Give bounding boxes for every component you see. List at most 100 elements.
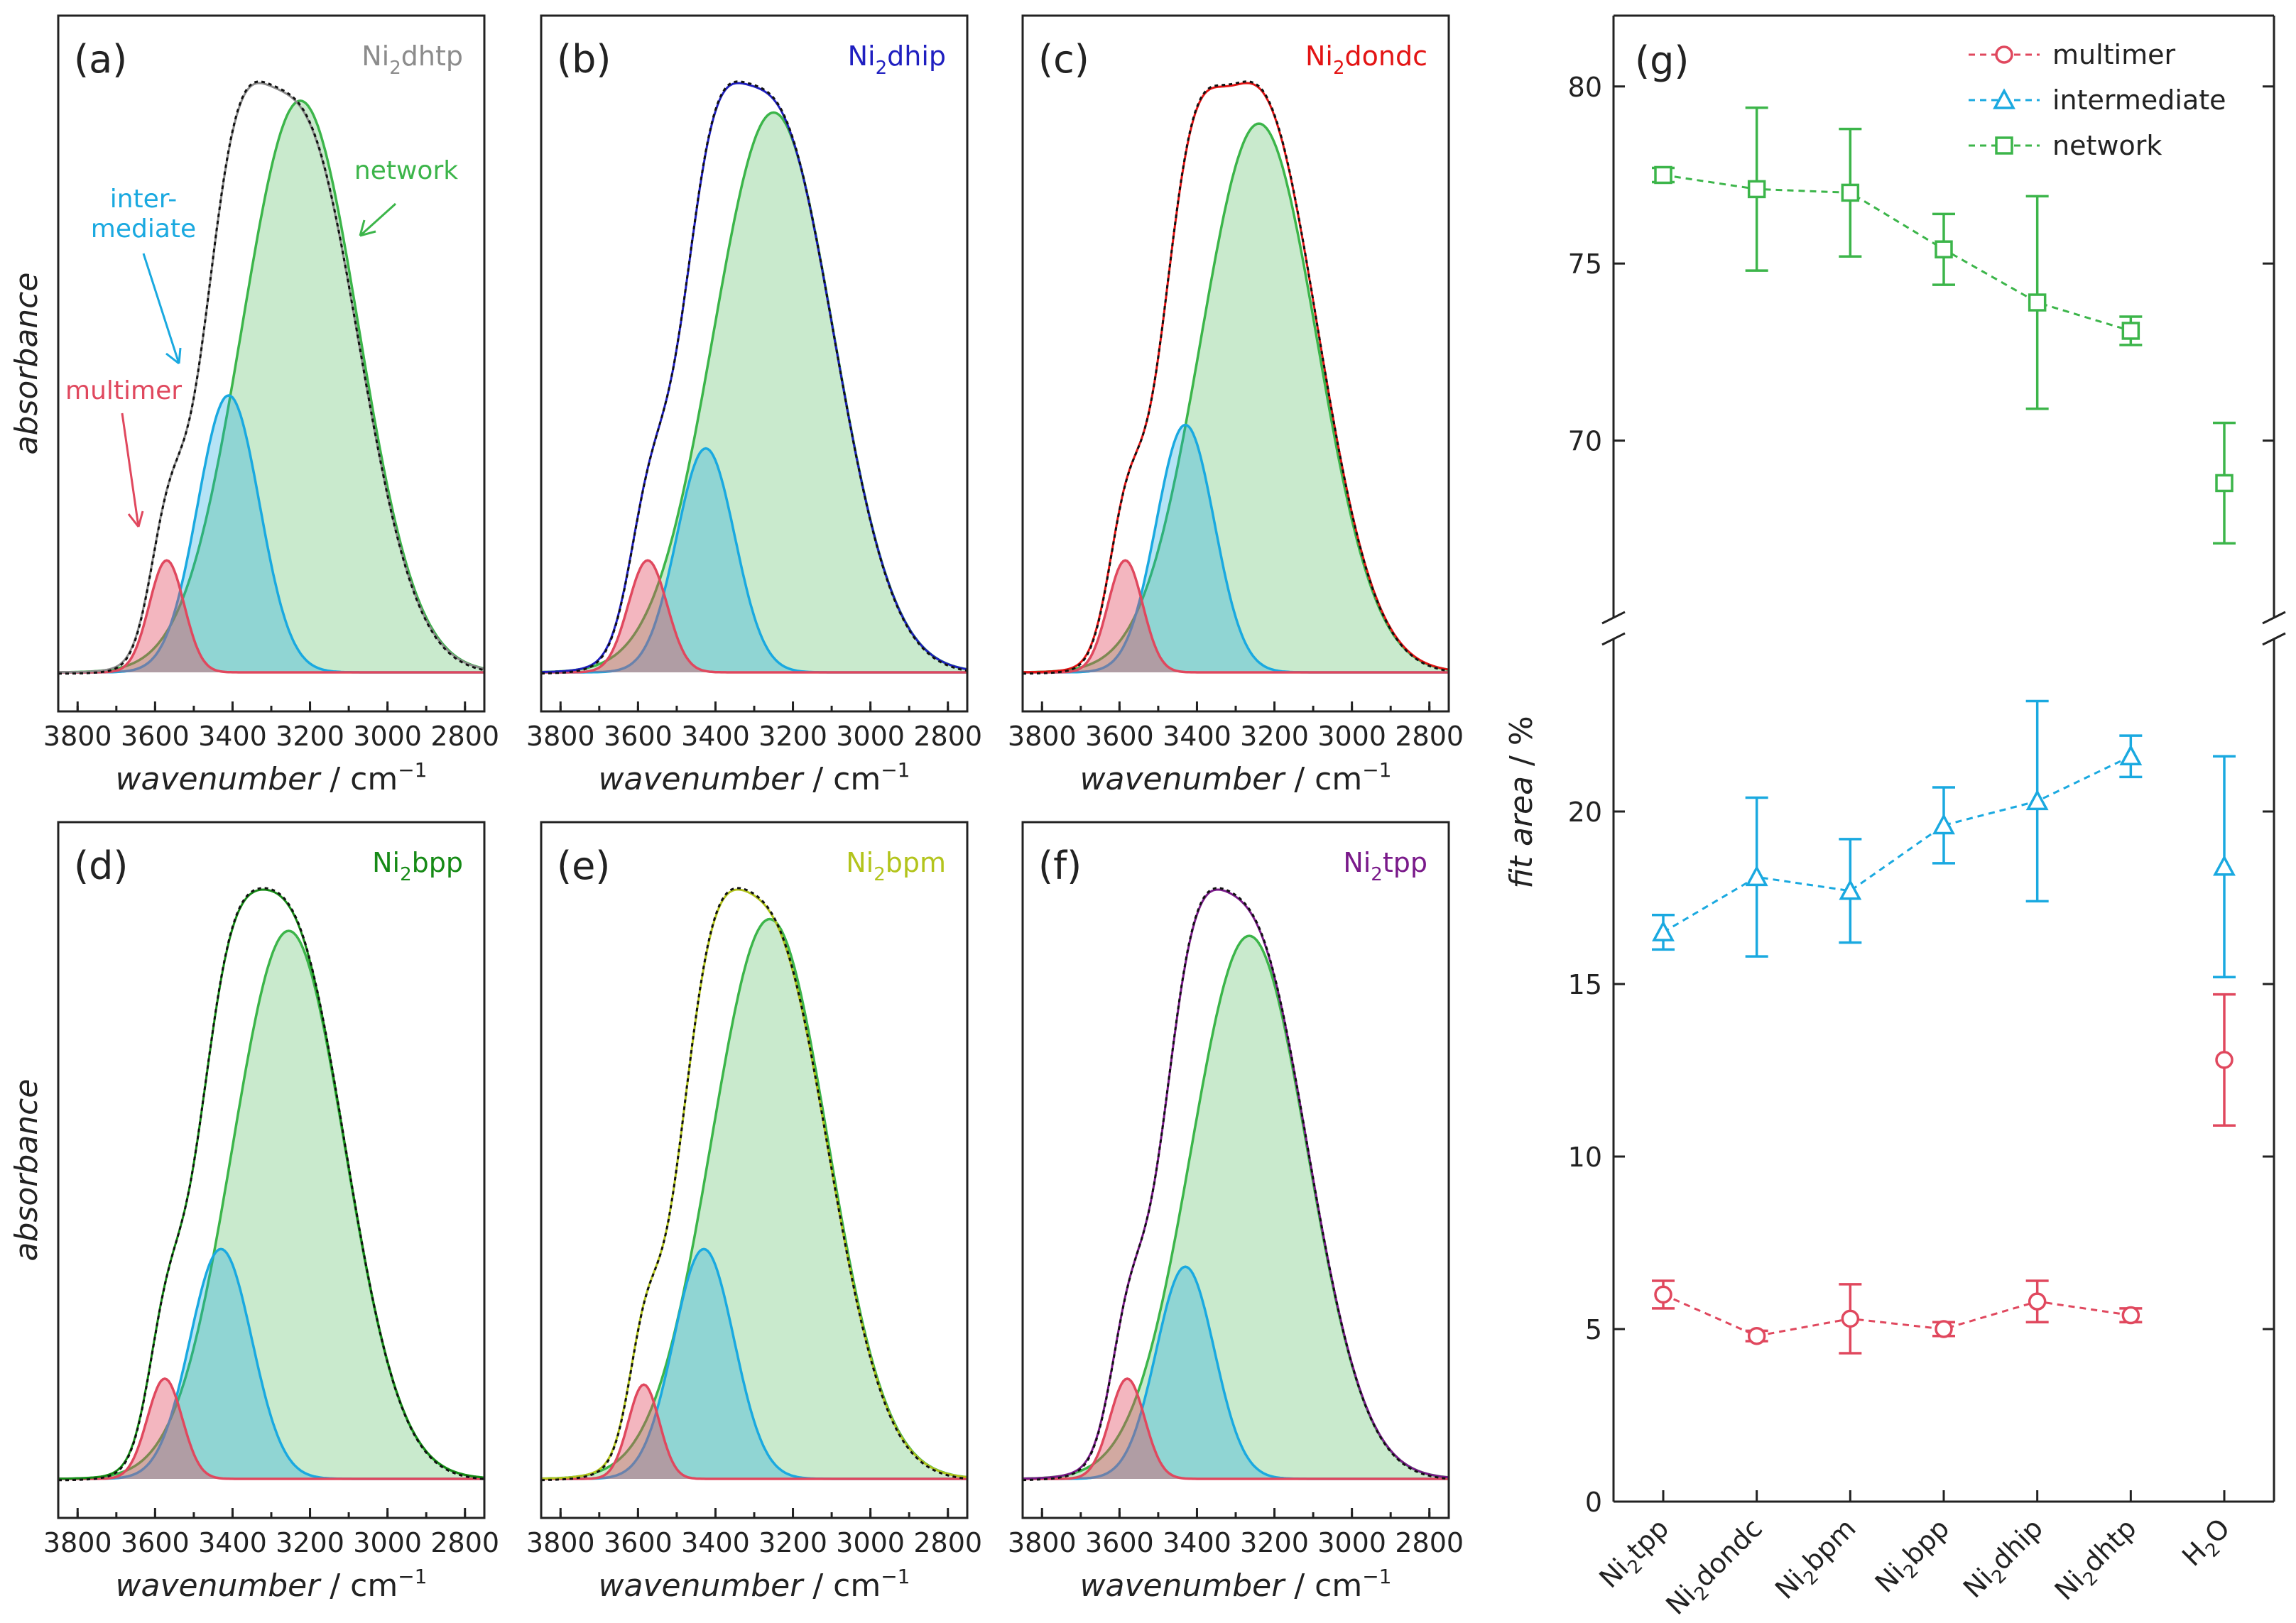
x-tick-label: 2800 [430,1527,499,1558]
total-fit [1023,80,1449,675]
legend-marker [1993,88,2015,109]
x-tick-label: 3000 [353,721,422,752]
x-axis-label-unit: / cm [802,761,881,797]
panel-label: (g) [1635,38,1689,83]
y-tick-label: 80 [1568,72,1602,103]
network-band-fill [58,931,484,1479]
x-axis-label-unit: / cm [1284,761,1362,797]
x-axis-label: wavenumber / cm−1 [1080,1565,1392,1604]
intermediate-band-fill [541,1249,967,1479]
multimer-band-line [1023,1377,1449,1480]
network-band-fill [1023,936,1449,1479]
x-axis-label: wavenumber / cm−1 [599,758,910,797]
x-tick-label: 3800 [1008,721,1077,752]
x-tick-label: 3000 [1317,721,1386,752]
compound-name-sub: 2 [874,864,886,885]
data-point-multimer [2028,1292,2047,1311]
x-tick-label: 2800 [913,721,982,752]
compound-name-post: dhip [887,40,946,72]
multimer-band-fill [541,560,967,672]
x-category-label: Ni2dhtp [2049,1512,2147,1610]
data-point-multimer [2121,1306,2140,1325]
measured-spectrum [58,888,485,1480]
multimer-band-line [1023,559,1449,674]
x-tick-label: 3200 [758,721,827,752]
multimer-band-line [58,559,484,674]
total-fit [58,80,485,675]
x-category-label: Ni2tpp [1593,1512,1679,1598]
panel-label: (e) [557,843,610,888]
x-category-label: Ni2bpm [1769,1512,1866,1609]
data-point-network [2028,293,2047,312]
axis-break-mark [2262,611,2286,625]
compound-name: Ni2dhtp [361,40,463,79]
x-tick-label: 3400 [1163,721,1231,752]
multimer-band-line [541,1383,967,1480]
annotation-multimer: multimer [65,376,182,405]
series-line-network [1663,174,2131,332]
data-point-network [1654,165,1672,185]
total-fit [540,887,968,1482]
data-point-network [1747,180,1766,199]
x-axis-label: wavenumber / cm−1 [116,1565,428,1604]
compound-name: Ni2dondc [1305,40,1427,79]
x-axis-label-italic: wavenumber [116,761,322,797]
y-axis-label-italic: fit area [1503,776,1540,889]
y-axis-label-unit: / % [1503,716,1540,776]
data-point-intermediate [2213,855,2236,876]
x-axis-label-italic: wavenumber [116,1568,322,1604]
data-point-intermediate [2119,744,2143,765]
intermediate-band-fill [58,1249,484,1479]
x-tick-label: 3800 [526,721,595,752]
compound-name-pre: Ni [848,40,876,72]
y-tick-label: 75 [1568,248,1602,280]
x-axis-label-exp: −1 [881,1565,910,1588]
x-tick-label: 3200 [758,1527,827,1558]
x-tick-label: 3600 [604,721,673,752]
panel-label: (f) [1038,843,1082,888]
annotation-network-arrow [359,202,397,237]
y-tick-label: 10 [1568,1142,1602,1173]
total-fit [1023,887,1449,1482]
data-point-network [2215,474,2234,493]
compound-name-pre: Ni [1305,40,1333,72]
x-category-label: H2O [2176,1512,2240,1576]
data-point-multimer [1935,1320,1953,1338]
axis-break-mark [1601,632,1626,646]
multimer-band-fill [58,1378,484,1479]
x-tick-label: 3200 [1240,721,1309,752]
compound-name-pre: Ni [846,847,874,878]
data-point-intermediate [1932,813,1955,835]
annotation-intermediate-1: inter- [110,185,178,214]
x-axis-label-exp: −1 [1362,758,1391,782]
multimer-band-line [541,559,967,674]
legend-marker [1995,45,2013,64]
fit-area-chart: 70 75 80 0 5 10 15 20 fit area / % Ni2tppNi2dondc… [1503,14,2286,1621]
x-tick-label: 3400 [1163,1527,1231,1558]
data-point-intermediate [1745,865,1768,887]
x-tick-label: 3600 [121,721,190,752]
compound-name: Ni2tpp [1343,847,1427,885]
x-tick-label: 2800 [913,1527,982,1558]
annotation-multimer-arrowhead [127,510,144,528]
y-tick-label: 0 [1585,1487,1602,1518]
x-tick-label: 2800 [1395,721,1464,752]
x-axis-label-italic: wavenumber [599,761,805,797]
x-axis-label-unit: / cm [1284,1568,1362,1604]
x-axis-label-exp: −1 [398,758,427,782]
legend-label: intermediate [2052,84,2226,116]
compound-name-post: bpp [412,847,463,878]
measured-spectrum [540,82,968,674]
series-line-intermediate [1663,755,2131,934]
x-tick-label: 3000 [353,1527,422,1558]
data-point-multimer [2215,1051,2234,1069]
network-band-line [58,99,485,674]
x-axis-label-italic: wavenumber [1080,761,1287,797]
x-tick-label: 3200 [1240,1527,1309,1558]
x-axis-label-italic: wavenumber [599,1568,805,1604]
x-tick-label: 3800 [526,1527,595,1558]
total-fit [58,887,485,1482]
